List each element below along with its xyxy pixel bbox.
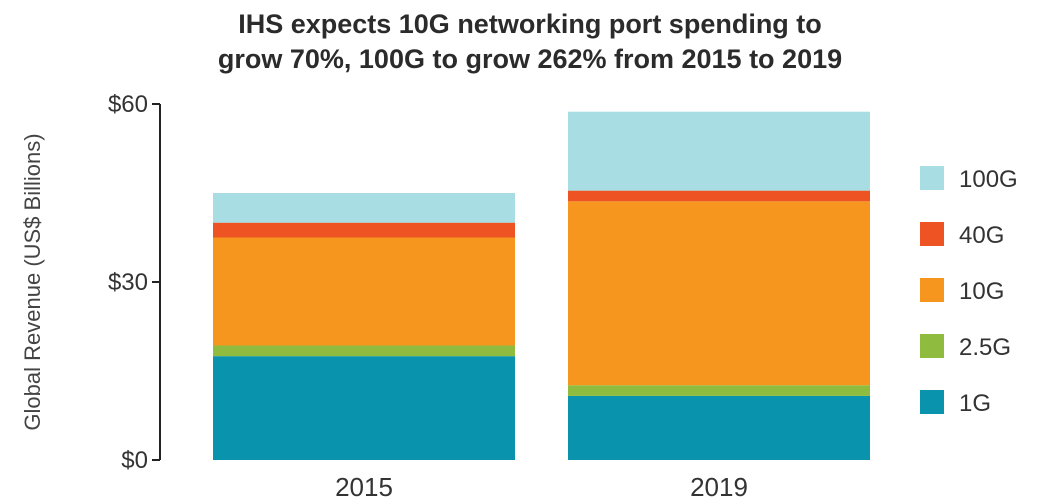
x-tick-label: 2015 [335, 472, 393, 500]
legend-swatch [920, 334, 944, 358]
chart-title: IHS expects 10G networking port spending… [218, 9, 842, 74]
bars [213, 111, 870, 460]
y-tick-label: $60 [108, 91, 148, 118]
bar-segment-40g-2015 [213, 222, 515, 238]
legend-swatch [920, 222, 944, 246]
legend-swatch [920, 390, 944, 414]
legend-label: 10G [959, 278, 1004, 305]
bar-segment-100g-2015 [213, 193, 515, 223]
bar-segment-1g-2019 [568, 395, 870, 460]
legend-swatch [920, 278, 944, 302]
legend-label: 100G [959, 166, 1018, 193]
legend-swatch [920, 166, 944, 190]
x-axis-ticks: 2015 2019 [335, 472, 748, 500]
y-tick-label: $30 [108, 269, 148, 296]
x-tick-label: 2019 [690, 472, 748, 500]
bar-segment-40g-2019 [568, 190, 870, 202]
chart-title-line: grow 70%, 100G to grow 262% from 2015 to… [218, 44, 842, 74]
bar-segment-2-5g-2019 [568, 385, 870, 396]
chart-title-line: IHS expects 10G networking port spending… [238, 9, 822, 39]
bar-segment-10g-2019 [568, 201, 870, 386]
legend-label: 2.5G [959, 334, 1011, 361]
legend: 100G 40G 10G 2.5G 1G [920, 166, 1018, 417]
y-axis-label: Global Revenue (US$ Billions) [20, 133, 45, 430]
y-axis-ticks: $0 $30 $60 [108, 91, 160, 474]
legend-label: 40G [959, 222, 1004, 249]
bar-segment-1g-2015 [213, 356, 515, 460]
bar-segment-2-5g-2015 [213, 345, 515, 357]
bar-segment-100g-2019 [568, 111, 870, 191]
bar-segment-10g-2015 [213, 237, 515, 346]
legend-label: 1G [959, 390, 991, 417]
y-tick-label: $0 [121, 447, 148, 474]
